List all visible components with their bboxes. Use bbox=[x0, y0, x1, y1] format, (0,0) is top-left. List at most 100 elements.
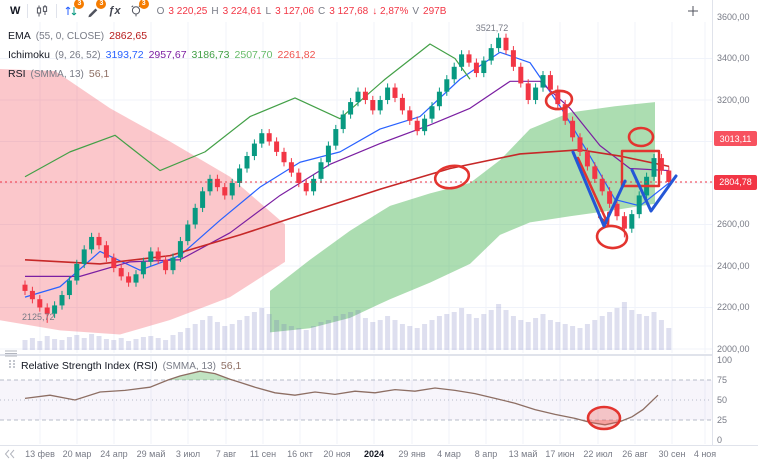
indicator-legend: EMA (55, 0, CLOSE) 2862,65 Ichimoku (9, … bbox=[8, 27, 320, 84]
price-axis-label: 2000,00 bbox=[717, 343, 750, 354]
toolbar-divider bbox=[27, 4, 29, 18]
price-axis-label: 3600,00 bbox=[717, 11, 750, 22]
candlestick-icon bbox=[37, 5, 48, 17]
rsi-name: RSI bbox=[8, 68, 26, 80]
interval-button[interactable]: W bbox=[6, 1, 24, 21]
time-axis-label: 4 мар bbox=[437, 449, 461, 459]
ichimoku-cloud-red bbox=[0, 68, 285, 335]
price-axis-label: 3400,00 bbox=[717, 53, 750, 63]
indicator-lines-layer bbox=[24, 43, 670, 298]
hand-drawn-annotations[interactable] bbox=[433, 89, 678, 250]
candles-layer bbox=[22, 33, 672, 323]
ohlc-open-label: O bbox=[156, 5, 165, 17]
pencil-icon bbox=[88, 8, 98, 18]
ichimoku-params: (9, 26, 52) bbox=[55, 50, 101, 61]
time-axis-label: 30 сен bbox=[658, 449, 686, 459]
price-axis-label: 2600,00 bbox=[717, 219, 750, 229]
rsi-pane-legend[interactable]: Relative Strength Index (RSI) (SMMA, 13)… bbox=[8, 359, 241, 372]
blue-zigzag-annotation[interactable] bbox=[571, 150, 627, 228]
ichimoku-value: 3193,72 bbox=[105, 49, 144, 61]
price-axis-label: 2200,00 bbox=[717, 302, 750, 312]
time-axis-label: 3 июл bbox=[175, 449, 201, 459]
time-axis-label: 8 апр bbox=[474, 449, 498, 459]
ohlc-high-value: 3 224,61 bbox=[222, 5, 262, 17]
grid-layer bbox=[0, 0, 712, 353]
fx-icon: ƒx bbox=[108, 5, 121, 17]
pane-separator-handle[interactable] bbox=[4, 349, 18, 357]
kijun-line bbox=[25, 80, 670, 277]
chart-toolbar: W 3 3 ƒx bbox=[0, 0, 712, 22]
time-axis-label: 17 июн bbox=[545, 449, 575, 459]
time-axis-label: 13 май bbox=[508, 449, 538, 459]
rsi-axis-label: 25 bbox=[717, 414, 728, 425]
notification-badge: 3 bbox=[138, 0, 149, 9]
chart-type-candles-button[interactable] bbox=[31, 1, 53, 21]
ohlc-open-value: 3 220,25 bbox=[168, 5, 208, 17]
time-axis-label: 20 мар bbox=[62, 449, 92, 459]
ema-line bbox=[24, 149, 670, 265]
low-price-label: 2125,72 bbox=[22, 312, 55, 322]
price-axis-label: 2400,00 bbox=[717, 260, 750, 271]
rsi-grid-layer bbox=[0, 356, 712, 444]
indicators-button[interactable]: ƒx bbox=[104, 1, 124, 21]
rsi-axis-label: 75 bbox=[717, 374, 728, 385]
ichimoku-name: Ichimoku bbox=[8, 49, 51, 61]
red-circle-annotation[interactable] bbox=[595, 224, 629, 250]
notification-badge: 3 bbox=[74, 0, 85, 9]
red-circle-annotation-rsi[interactable] bbox=[586, 405, 622, 431]
plus-icon bbox=[688, 6, 698, 16]
time-scale[interactable]: 13 фев 20 мар 24 апр 29 май 3 июл 7 авг 11 сен… bbox=[0, 445, 758, 462]
ichimoku-cloud-green bbox=[270, 102, 655, 333]
high-price-label: 3521,72 bbox=[476, 23, 509, 33]
time-axis-label: 2024 bbox=[363, 449, 385, 459]
rsi-axis-label: 50 bbox=[717, 394, 728, 405]
rsi-value: 56,1 bbox=[88, 68, 110, 80]
scroll-left-icon[interactable] bbox=[4, 449, 16, 459]
notification-badge: 3 bbox=[96, 0, 107, 9]
alerts-button[interactable]: 3 bbox=[125, 0, 149, 21]
rsi-overbought-fill bbox=[168, 371, 233, 380]
ichimoku-values: 3193,72 2957,67 3186,73 2507,70 2261,82 bbox=[106, 46, 321, 64]
red-circle-annotation[interactable] bbox=[433, 163, 471, 191]
rsi-pane-params: (SMMA, 13) bbox=[162, 361, 216, 372]
add-plus-button[interactable] bbox=[682, 1, 704, 21]
time-axis-label: 11 сен bbox=[249, 449, 277, 459]
legend-row-ema[interactable]: EMA (55, 0, CLOSE) 2862,65 bbox=[8, 27, 320, 46]
time-axis-label: 4 ноя bbox=[693, 449, 717, 459]
volume-value: 297B bbox=[423, 5, 447, 17]
time-axis-label: 29 янв bbox=[398, 449, 426, 459]
red-circle-annotation[interactable] bbox=[627, 126, 655, 148]
rsi-line bbox=[24, 370, 659, 426]
ichimoku-value: 2957,67 bbox=[148, 49, 187, 61]
compare-button[interactable]: 3 bbox=[60, 0, 85, 21]
legend-row-rsi[interactable]: RSI (SMMA, 13) 56,1 bbox=[8, 65, 320, 84]
price-badge: 3013,11 bbox=[714, 131, 757, 147]
price-pane-canvas[interactable]: 3521,72 2125,72 bbox=[0, 0, 712, 353]
ohlc-close-value: 3 127,68 bbox=[329, 5, 369, 17]
legend-row-ichimoku[interactable]: Ichimoku (9, 26, 52) 3193,72 2957,67 3186,… bbox=[8, 46, 320, 65]
rsi-axis-label: 0 bbox=[717, 434, 723, 445]
ema-value: 2862,65 bbox=[109, 30, 148, 42]
blue-zigzag-annotation[interactable] bbox=[630, 168, 678, 213]
ohlc-low-value: 3 127,06 bbox=[275, 5, 315, 17]
time-axis-label: 24 апр bbox=[100, 449, 128, 459]
draw-button[interactable]: 3 bbox=[82, 0, 107, 21]
price-scale[interactable]: 3600,00 3400,00 3200,00 2600,00 2400,00 2200,… bbox=[712, 0, 758, 445]
time-axis-label: 26 авг bbox=[622, 449, 648, 459]
rsi-pane-canvas[interactable] bbox=[0, 356, 712, 444]
ohlc-close-label: C bbox=[318, 5, 326, 17]
time-axis-label: 20 ноя bbox=[323, 449, 351, 459]
rsi-pane-value: 56,1 bbox=[220, 360, 242, 372]
price-badge: 2804,78 bbox=[714, 174, 757, 190]
rsi-params: (SMMA, 13) bbox=[30, 69, 84, 80]
chikou-line bbox=[24, 43, 471, 178]
red-circle-annotation[interactable] bbox=[544, 89, 574, 111]
time-axis-label: 22 июл bbox=[583, 449, 613, 459]
ohlc-low-label: L bbox=[265, 5, 272, 17]
pane-separator[interactable] bbox=[0, 354, 758, 356]
time-axis-label: 7 авг bbox=[215, 449, 237, 459]
change-percent: ↓ 2,87% bbox=[372, 5, 409, 17]
price-axis-label: 3200,00 bbox=[717, 94, 750, 105]
compare-arrows-icon bbox=[66, 6, 77, 16]
grip-icon bbox=[9, 360, 15, 368]
